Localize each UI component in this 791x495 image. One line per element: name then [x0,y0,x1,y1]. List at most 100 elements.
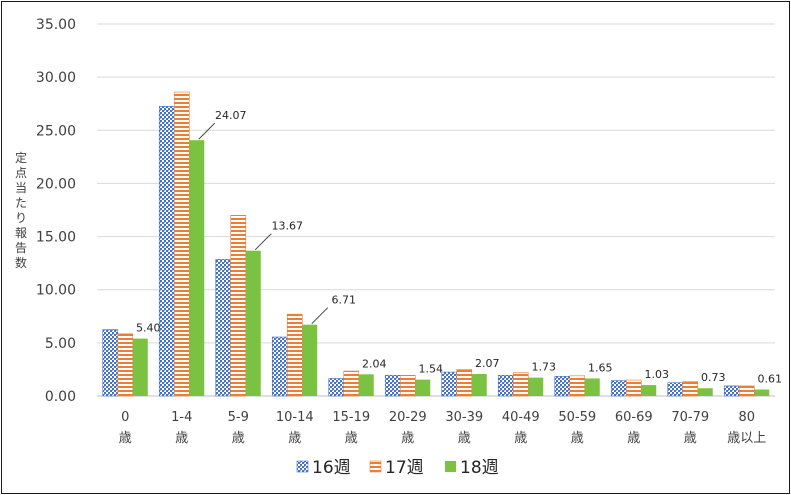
x-category-label: 歳 [571,431,584,446]
y-axis-label-char: 点 [15,166,27,180]
bar-16週-50-59歳 [554,376,571,397]
x-category-label: 5-9 [228,410,249,425]
bar-16週-70-79歳 [667,382,684,397]
y-axis-label-char: 数 [15,255,27,270]
x-category-label: 60-69 [615,410,653,425]
bar-18週-15-19歳 [358,374,374,396]
bar-18週-0歳 [132,338,148,396]
legend-label: 16週 [312,458,351,478]
x-category-label: 50-59 [558,410,596,425]
data-label-leader [198,122,216,140]
bar-16週-10-14歳 [271,336,288,397]
bar-16週-5-9歳 [215,259,232,397]
x-category-label: 歳 [119,431,132,446]
x-category-label: 40-49 [502,410,540,425]
bar-17週-10-14歳 [286,313,303,397]
x-category-label: 30-39 [445,410,483,425]
bar-18週-80歳以上 [754,389,770,396]
legend-swatch [296,460,309,473]
gridlines [97,23,775,397]
legend-swatch [445,461,456,472]
y-axis-label: 定点当たり報告数 [15,150,27,270]
bar-18週-50-59歳 [584,378,600,396]
data-label-leader [254,233,272,251]
data-label: 6.71 [332,294,357,307]
x-category-label: 歳 [232,431,245,446]
x-category-label: 20-29 [389,410,427,425]
y-axis-label-char: 定 [15,150,27,165]
data-label: 2.07 [475,357,500,370]
bar-17週-1-4歳 [173,91,190,397]
x-category-label: 歳 [288,431,301,446]
data-label: 0.73 [701,371,726,384]
y-tick-label: 20.00 [36,176,76,192]
legend-label: 17週 [385,458,424,478]
bar-16週-60-69歳 [610,380,627,397]
data-label: 1.54 [419,363,444,376]
data-label: 24.07 [215,109,247,122]
data-label: 1.73 [532,361,557,374]
x-category-label: 10-14 [276,410,314,425]
bar-18週-30-39歳 [471,373,487,396]
x-category-label: 1-4 [171,410,192,425]
bar-18週-40-49歳 [528,377,544,396]
y-tick-label: 10.00 [36,283,76,299]
data-label: 1.65 [588,361,613,374]
x-category-label: 歳以上 [727,431,766,446]
bar-18週-60-69歳 [641,385,657,396]
data-label: 0.61 [758,373,783,386]
bar-16週-80歳以上 [723,385,740,397]
bar-16週-1-4歳 [158,106,175,397]
y-axis-ticks: 0.00 5.00 10.00 15.00 20.00 25.00 30.00 35.00 [36,17,76,405]
data-label: 5.40 [136,322,161,335]
bar-17週-30-39歳 [456,369,473,397]
bars [102,91,770,397]
bar-16週-0歳 [102,329,119,397]
data-label-leader [311,307,329,325]
data-label: 2.04 [362,357,387,370]
bar-17週-20-29歳 [399,374,416,397]
x-category-label: 80 [738,410,755,425]
y-axis-label-char: 報 [15,226,27,240]
bar-17週-60-69歳 [625,379,642,397]
bar-18週-5-9歳 [245,250,261,396]
bar-16週-20-29歳 [384,374,401,397]
bar-18週-1-4歳 [189,140,205,396]
y-tick-label: 35.00 [36,17,76,33]
x-category-label: 70-79 [671,410,709,425]
x-category-label: 歳 [175,431,188,446]
y-axis-label-char: り [15,211,27,225]
bar-17週-70-79歳 [682,381,699,397]
legend: 16週 17週 18週 [296,458,499,478]
y-axis-label-char: た [15,196,27,210]
x-category-label: 歳 [627,431,640,446]
x-category-label: 歳 [458,431,471,446]
bar-16週-15-19歳 [328,378,345,397]
y-axis-label-char: 当 [15,181,27,195]
x-category-label: 歳 [684,431,697,446]
x-category-label: 15-19 [332,410,370,425]
bar-17週-5-9歳 [230,215,247,397]
y-tick-label: 0.00 [45,389,76,405]
bar-17週-40-49歳 [512,372,529,397]
y-tick-label: 25.00 [36,123,76,139]
x-category-label: 歳 [401,431,414,446]
bar-18週-10-14歳 [302,324,318,396]
y-tick-label: 30.00 [36,70,76,86]
y-axis-label-char: 告 [15,241,27,255]
data-label: 13.67 [272,220,304,233]
bar-16週-30-39歳 [441,371,458,397]
bar-18週-70-79歳 [697,388,713,396]
bar-17週-15-19歳 [343,370,360,397]
x-category-label: 歳 [514,431,527,446]
bar-16週-40-49歳 [497,374,514,397]
bar-18週-20-29歳 [415,379,431,396]
bar-17週-50-59歳 [569,375,586,397]
legend-swatch [369,460,382,473]
bar-17週-80歳以上 [738,385,755,397]
bar-17週-0歳 [117,333,134,397]
legend-label: 18週 [460,458,499,478]
data-label: 1.03 [645,368,670,381]
